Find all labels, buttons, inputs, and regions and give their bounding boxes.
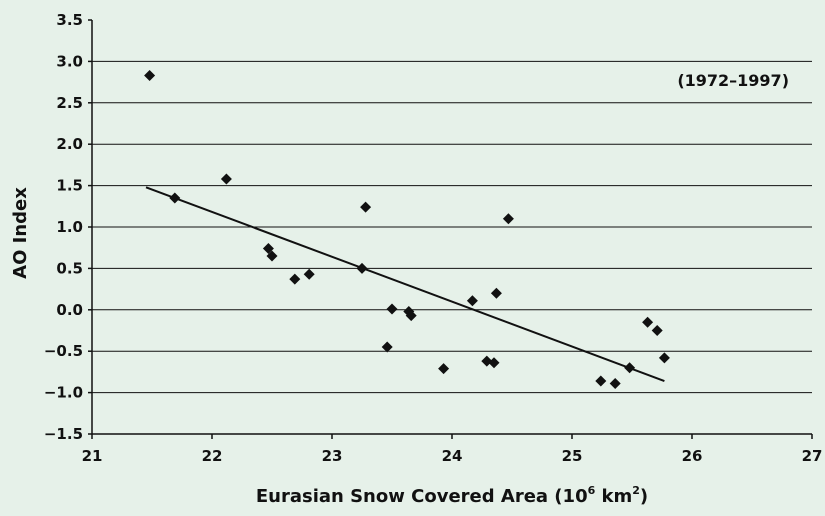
y-tick-label: 3.5	[56, 11, 83, 29]
data-point	[595, 375, 607, 387]
x-tick-label: 21	[82, 447, 103, 465]
data-point	[438, 363, 450, 375]
y-tick-label: −0.5	[44, 342, 83, 360]
y-tick-label: 0.0	[56, 301, 83, 319]
x-tick-label: 22	[202, 447, 223, 465]
y-tick-label: 0.5	[56, 259, 83, 277]
data-point	[303, 268, 315, 280]
y-axis-title: AO Index	[10, 187, 31, 279]
x-axis-title: Eurasian Snow Covered Area (106 km2)	[256, 484, 648, 507]
x-tick-label: 27	[802, 447, 823, 465]
x-tick-label: 26	[682, 447, 703, 465]
data-point	[220, 173, 232, 185]
data-point	[169, 192, 181, 204]
y-tick-labels: 3.5 3.0 2.5 2.0 1.5 1.0 0.5 0.0 −0.5 −1.0 −1.5	[44, 11, 92, 443]
data-point	[651, 325, 663, 336]
gridlines	[92, 60, 812, 394]
data-point	[386, 303, 398, 315]
x-axis-title-close: )	[640, 486, 648, 507]
data-point	[490, 287, 502, 299]
x-tick-labels: 21 22 23 24 25 26 27	[82, 434, 823, 465]
data-points	[144, 69, 670, 389]
x-axis-title-exp2: 2	[632, 484, 640, 497]
y-tick-label: 2.0	[56, 135, 83, 153]
trendline	[145, 186, 665, 382]
data-point	[381, 341, 393, 353]
period-annotation: (1972–1997)	[677, 71, 789, 90]
data-point	[262, 243, 274, 255]
data-point	[481, 355, 493, 367]
data-point	[144, 69, 156, 81]
data-point	[266, 250, 278, 262]
x-tick-label: 25	[562, 447, 583, 465]
x-axis-title-exp: 6	[588, 484, 596, 497]
y-tick-label: 2.5	[56, 94, 83, 112]
data-point	[289, 273, 301, 285]
y-tick-label: 3.0	[56, 52, 83, 70]
y-tick-label: −1.0	[44, 384, 83, 402]
data-point	[405, 310, 417, 322]
y-tick-label: 1.5	[56, 177, 83, 195]
x-axis-title-text: Eurasian Snow Covered Area (10	[256, 486, 588, 507]
x-tick-label: 23	[322, 447, 343, 465]
data-point	[356, 262, 368, 274]
y-tick-label: −1.5	[44, 425, 83, 443]
y-tick-label: 1.0	[56, 218, 83, 236]
data-point	[466, 295, 478, 307]
data-point	[642, 316, 654, 328]
data-point	[624, 362, 636, 374]
x-axis-title-unit: km	[595, 486, 632, 507]
data-point	[609, 377, 621, 389]
x-tick-label: 24	[442, 447, 463, 465]
data-point	[488, 357, 500, 369]
data-point	[502, 213, 514, 225]
data-point	[360, 201, 372, 213]
data-point	[658, 352, 670, 364]
